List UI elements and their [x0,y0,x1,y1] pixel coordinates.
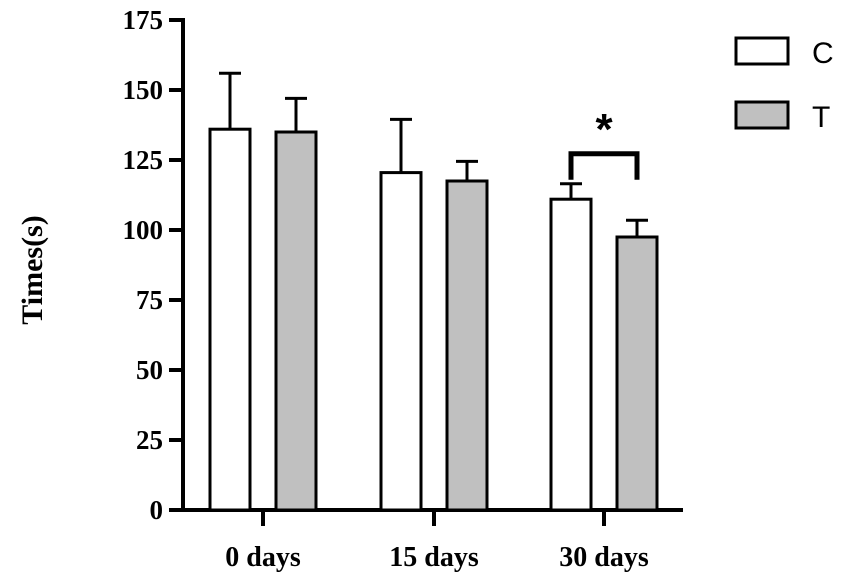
chart-error-bars [219,71,648,237]
significance-bracket [568,151,640,180]
x-tick-label: 15 days [389,542,479,573]
bar-C-1 [379,171,423,512]
bar-T-0 [274,130,318,512]
y-tick-label: 50 [136,355,163,385]
chart-annotations: * [568,105,640,180]
x-tick-label: 30 days [559,542,649,573]
chart-bars [208,127,659,512]
legend-label-C: C [812,37,834,70]
legend-swatch-T [734,100,790,130]
bar-T-2 [615,235,659,512]
bar-T-1 [445,179,489,512]
y-tick-label: 0 [150,495,164,525]
bar-C-2 [549,197,593,512]
significance-star: * [595,105,613,154]
y-tick-label: 150 [123,75,164,105]
y-tick-label: 125 [123,145,164,175]
chart-axes: 0 25 50 75 100 125 150 175 0 days 15 days 30 days [123,5,683,573]
y-tick-label: 25 [136,425,163,455]
y-tick-label: 100 [123,215,164,245]
legend-swatch-C [734,36,790,66]
y-tick-label: 75 [136,285,163,315]
legend-label-T: T [812,101,830,134]
bar-C-0 [208,127,252,512]
y-axis-title: Times(s) [16,215,49,324]
y-tick-label: 175 [123,5,164,35]
x-tick-label: 0 days [225,542,301,573]
chart-legend: CT [734,36,834,134]
